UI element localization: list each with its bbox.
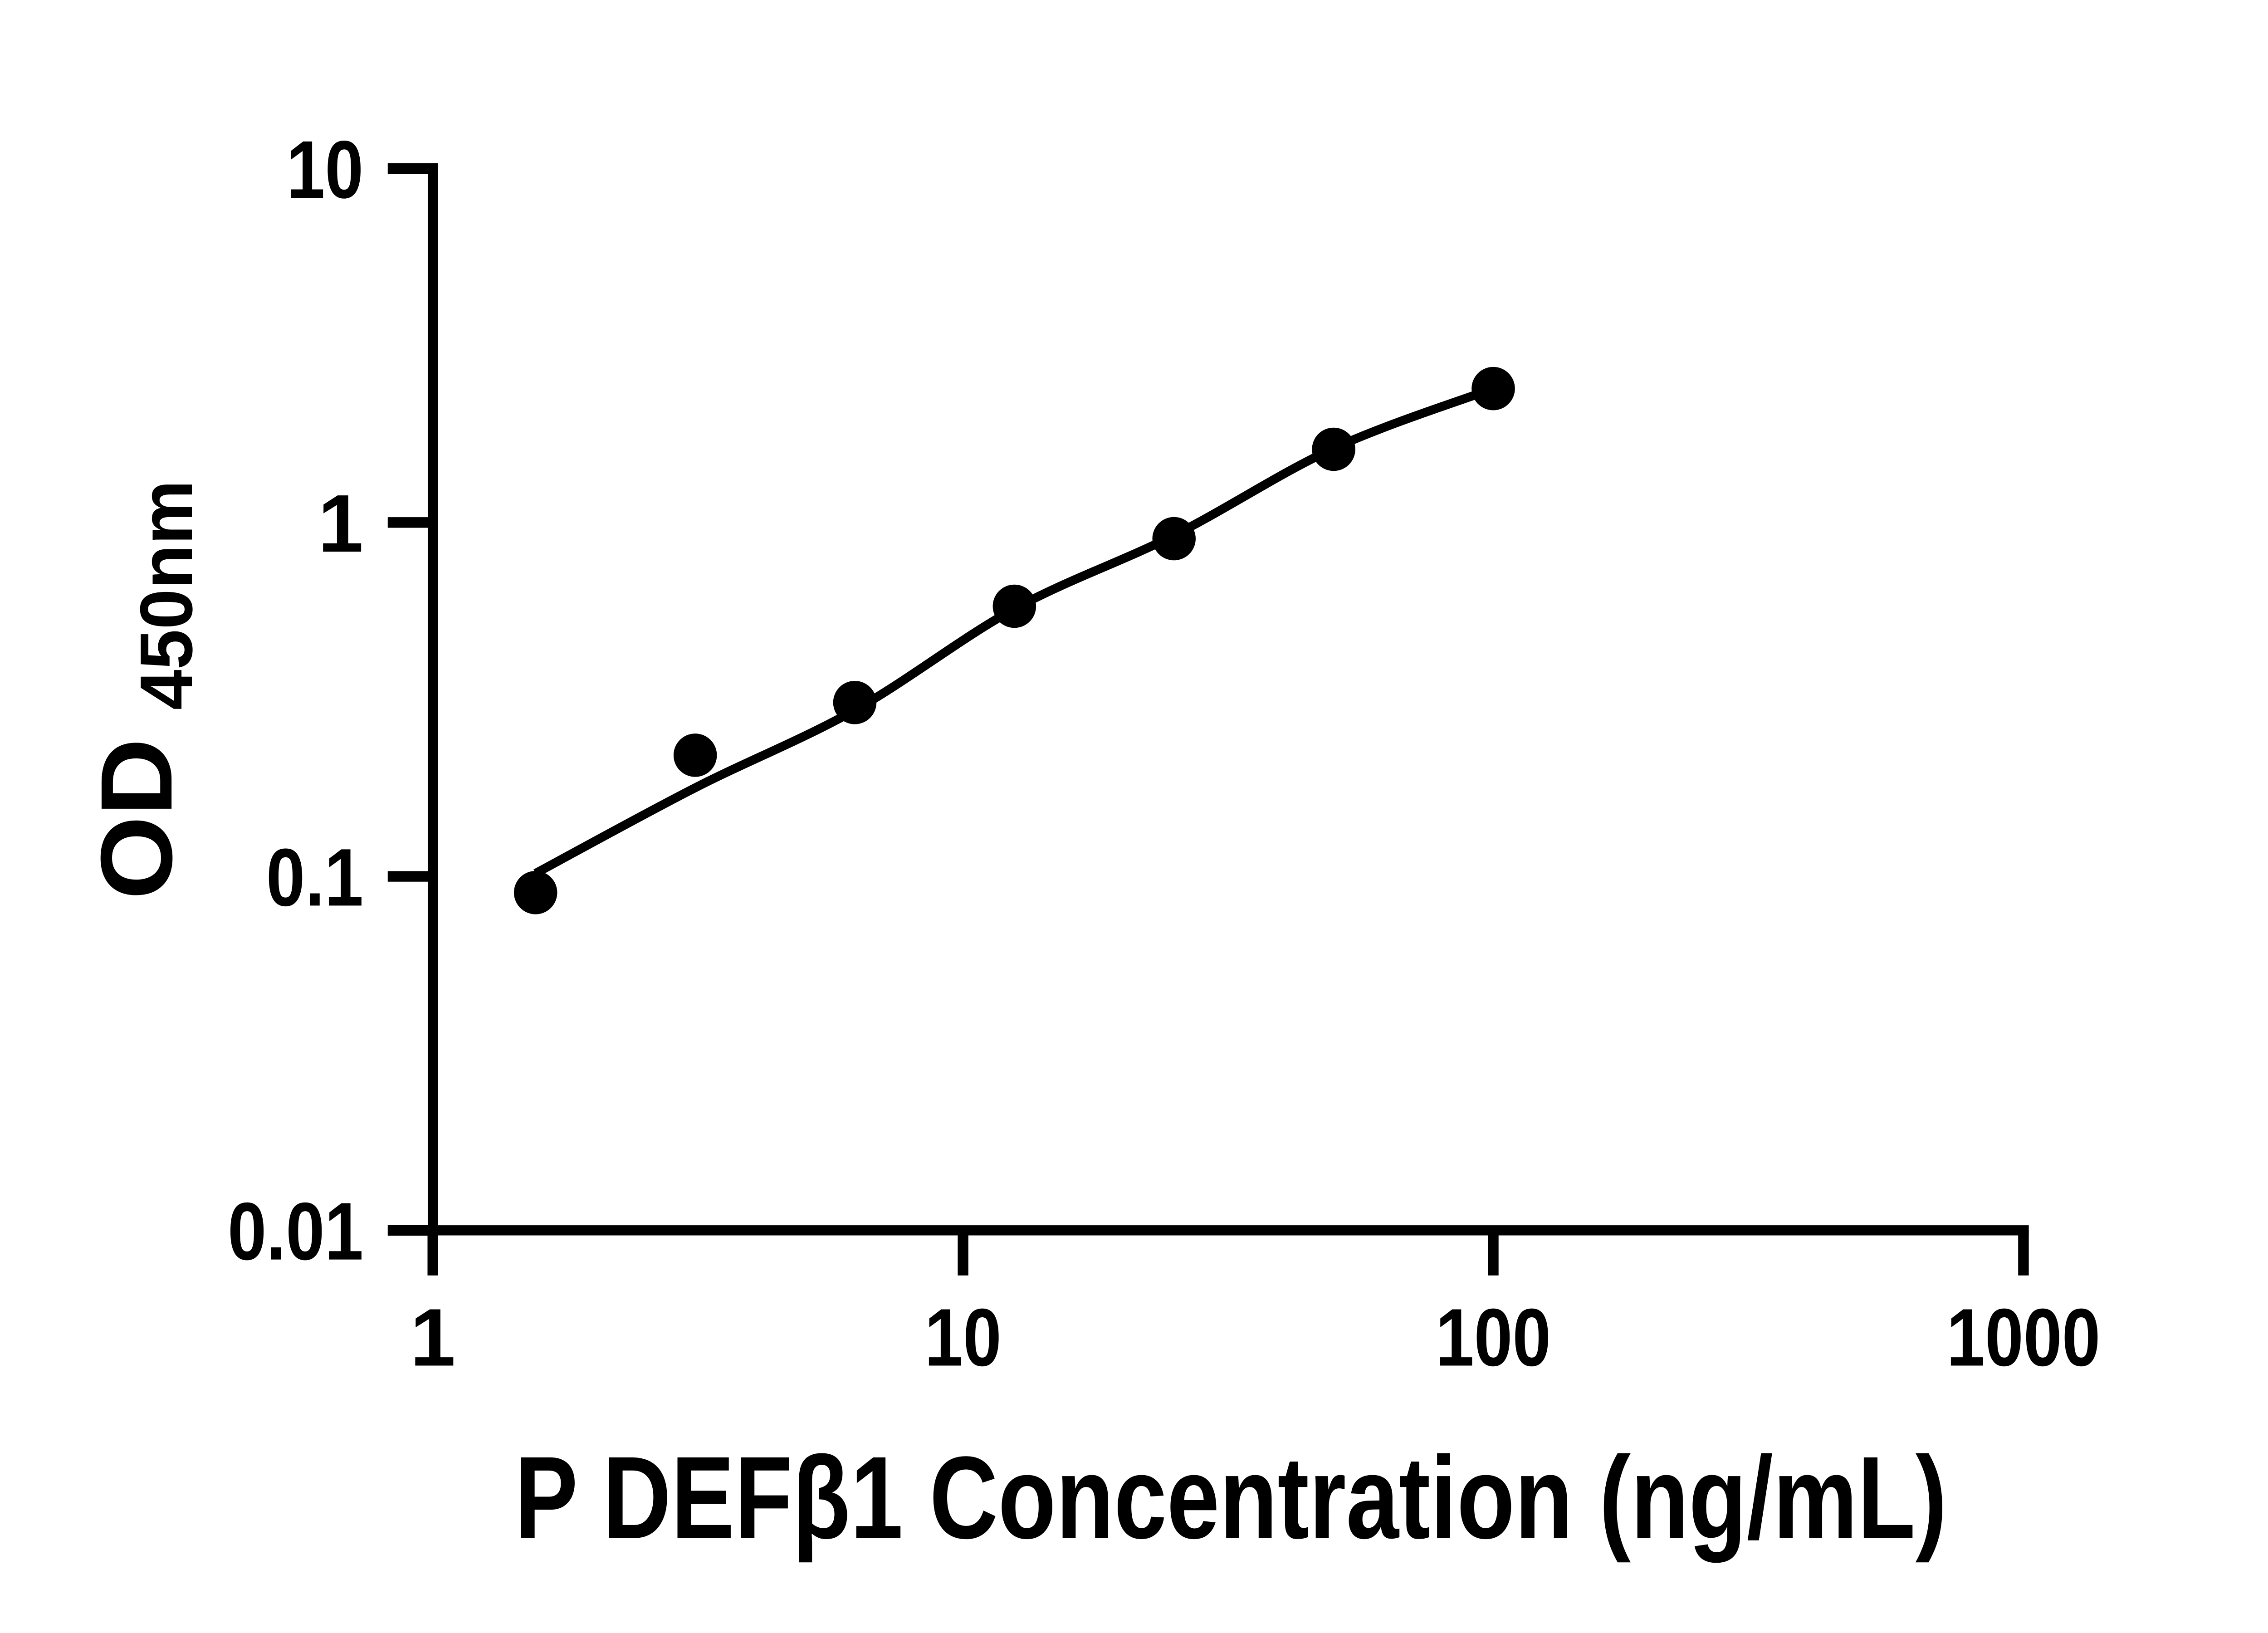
x-axis-tick-label: 10 [924, 1292, 1002, 1384]
y-axis-title-base: OD [79, 738, 193, 900]
data-point [1312, 427, 1355, 471]
x-axis-title: P DEFβ1 Concentration (ng/mL) [515, 1432, 1947, 1564]
y-axis-title-subscript: 450nm [125, 480, 208, 710]
data-point [513, 870, 557, 914]
y-axis-tick-label: 1 [318, 478, 363, 569]
x-axis-tick-label: 1 [410, 1292, 455, 1384]
data-point [1471, 367, 1515, 411]
y-axis-tick-label: 0.1 [266, 832, 363, 923]
chart-background [0, 20, 2268, 1613]
y-axis-title: OD 450nm [79, 480, 208, 900]
x-axis-tick-label: 1000 [1946, 1292, 2100, 1384]
data-point [1152, 517, 1196, 561]
y-axis-tick-label: 10 [287, 124, 364, 215]
data-point [673, 733, 717, 777]
data-point [833, 680, 877, 724]
x-axis-tick-label: 100 [1436, 1292, 1551, 1384]
y-axis-tick-label: 0.01 [228, 1186, 363, 1277]
data-point [992, 584, 1036, 628]
